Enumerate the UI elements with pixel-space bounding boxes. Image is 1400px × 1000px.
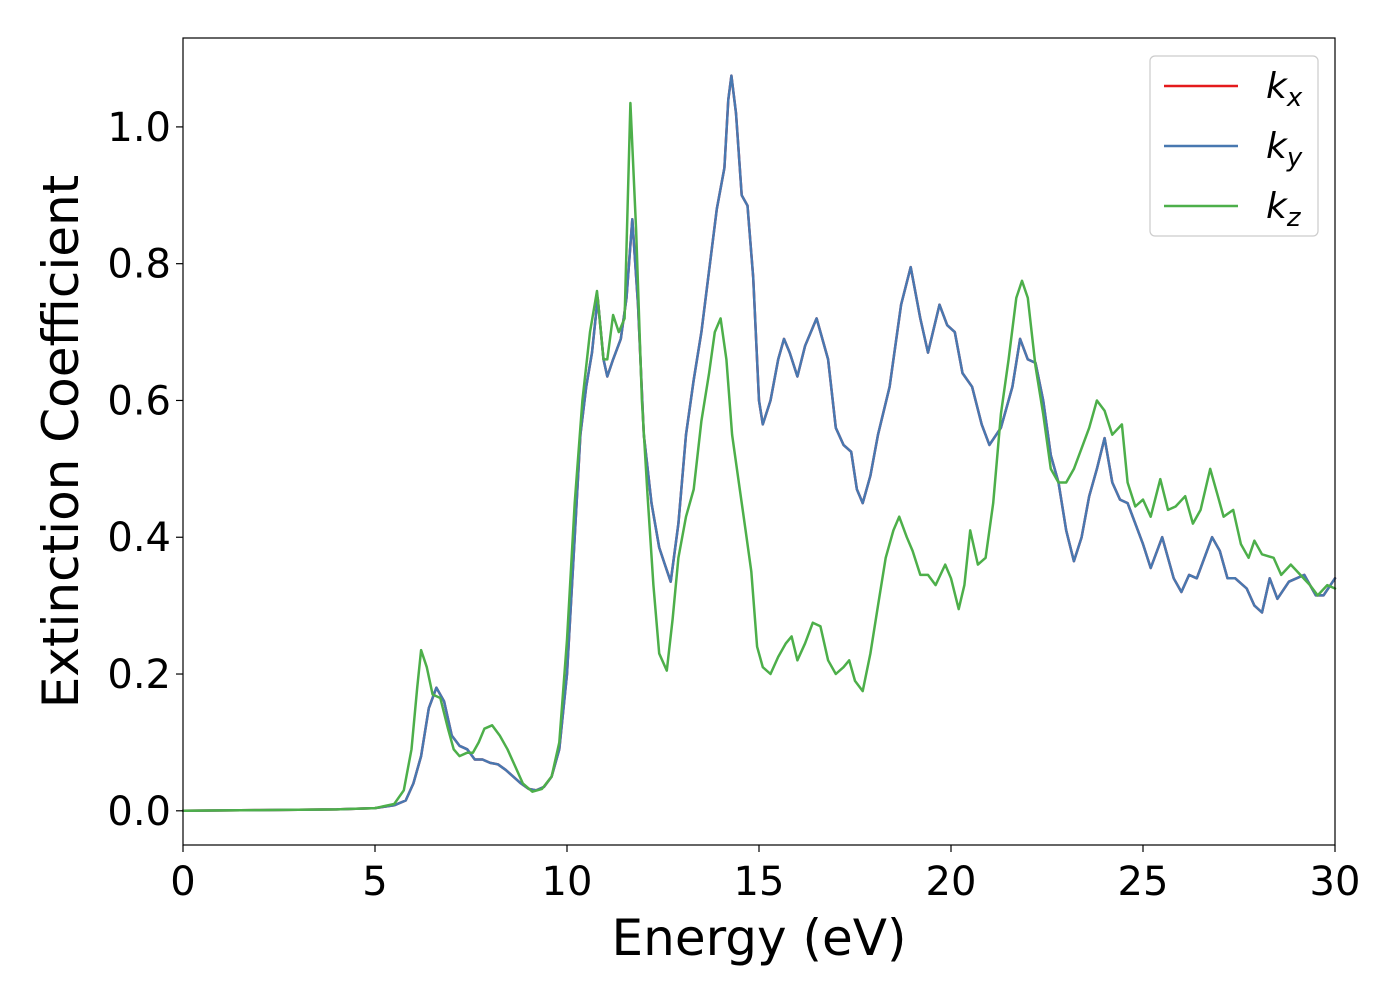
y-tick-label: 0.6 — [107, 378, 171, 424]
x-tick-label: 30 — [1310, 859, 1361, 905]
y-tick-label: 0.4 — [107, 515, 171, 561]
legend-label: ky — [1266, 126, 1303, 173]
y-axis-title: Extinction Coefficient — [32, 175, 90, 709]
series-layer — [181, 74, 1337, 813]
x-tick-label: 10 — [542, 859, 593, 905]
y-axis-ticks: 0.0 0.2 0.4 0.6 0.8 1.0 — [107, 105, 183, 835]
legend-label: kx — [1266, 66, 1303, 113]
y-tick-label: 0.2 — [107, 652, 171, 698]
y-tick-label: 1.0 — [107, 105, 171, 151]
y-tick-label: 0.0 — [107, 789, 171, 835]
x-tick-label: 5 — [362, 859, 387, 905]
legend-label: kz — [1266, 186, 1302, 233]
legend-entry-x: kx — [1164, 66, 1303, 113]
legend-entry-z: kz — [1164, 186, 1302, 233]
x-tick-label: 15 — [734, 859, 785, 905]
series-line-z — [181, 101, 1337, 813]
x-axis-title: Energy (eV) — [612, 909, 907, 967]
legend: kx ky kz — [1149, 55, 1319, 237]
x-tick-label: 25 — [1118, 859, 1169, 905]
legend-entry-y: ky — [1164, 126, 1303, 173]
x-tick-label: 20 — [926, 859, 977, 905]
y-tick-label: 0.8 — [107, 242, 171, 288]
x-tick-label: 0 — [170, 859, 195, 905]
x-axis-ticks: 0 5 10 15 20 25 30 — [170, 845, 1360, 905]
